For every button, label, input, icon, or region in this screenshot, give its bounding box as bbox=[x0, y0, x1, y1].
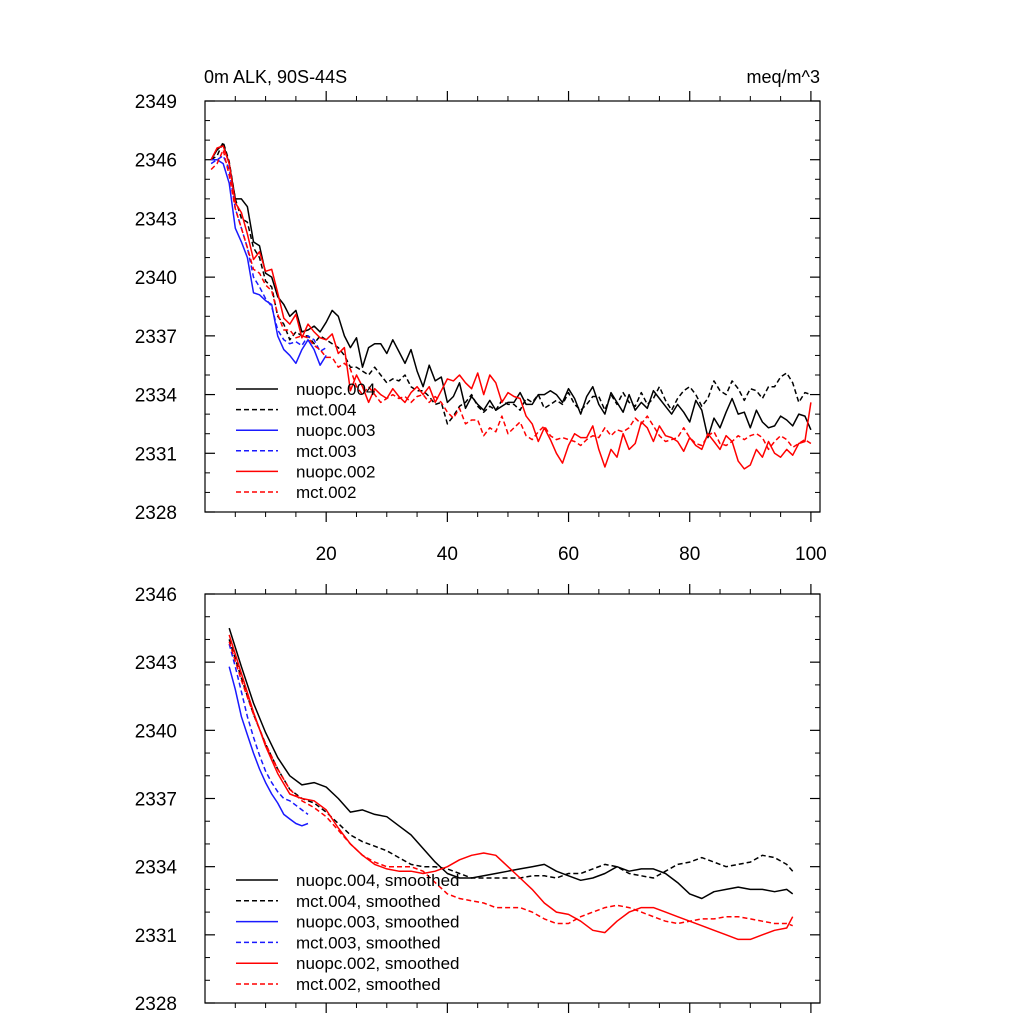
legend-label: nuopc.002, smoothed bbox=[296, 954, 460, 973]
y-tick-label: 2328 bbox=[135, 503, 177, 524]
y-tick-label: 2334 bbox=[135, 858, 178, 879]
legend-label: mct.003, smoothed bbox=[296, 933, 441, 952]
legend-label: mct.004 bbox=[296, 401, 356, 420]
y-tick-label: 2346 bbox=[135, 585, 177, 606]
series-line-mct-003 bbox=[210, 155, 327, 353]
y-tick-label: 2334 bbox=[135, 386, 178, 407]
x-tick-label: 20 bbox=[316, 544, 337, 565]
units-label: meq/m^3 bbox=[747, 67, 820, 87]
bottom-chart-panel: 2328 2331 2334 2337 2340 2343 2346 nuopc.004, s… bbox=[135, 584, 821, 1015]
x-tick-label: 40 bbox=[437, 544, 458, 565]
x-tick-label: 100 bbox=[795, 544, 827, 565]
series-line-nuopc-002-smoothed bbox=[228, 634, 794, 941]
y-tick-label: 2328 bbox=[135, 994, 177, 1015]
y-tick-label: 2337 bbox=[135, 790, 177, 811]
legend-label: nuopc.004 bbox=[296, 380, 375, 399]
y-tick-label: 2349 bbox=[135, 92, 177, 113]
y-tick-label: 2343 bbox=[135, 653, 177, 674]
legend-label: mct.004, smoothed bbox=[296, 892, 441, 911]
legend-label: mct.002, smoothed bbox=[296, 975, 441, 994]
legend-label: mct.003 bbox=[296, 442, 356, 461]
legend-label: nuopc.002 bbox=[296, 462, 375, 481]
series-line-nuopc-003 bbox=[211, 158, 327, 366]
plot-frame bbox=[204, 100, 821, 513]
series-line-nuopc-004-smoothed bbox=[228, 627, 794, 900]
legend-label: mct.002 bbox=[296, 483, 356, 502]
y-tick-label: 2331 bbox=[135, 926, 177, 947]
series-line-mct-003-smoothed bbox=[228, 643, 309, 816]
y-tick-label: 2340 bbox=[135, 268, 177, 289]
series-line-mct-002-smoothed bbox=[228, 641, 793, 927]
chart-title: 0m ALK, 90S-44S bbox=[204, 67, 347, 87]
x-tick-label: 60 bbox=[558, 544, 579, 565]
series-line-mct-004 bbox=[210, 141, 812, 425]
series-line-nuopc-003-smoothed bbox=[228, 666, 309, 827]
legend-label: nuopc.003, smoothed bbox=[296, 913, 460, 932]
top-chart-panel: 2328 2331 2334 2337 2340 2343 2346 2349 20 40 60 80… bbox=[135, 91, 827, 565]
y-tick-label: 2343 bbox=[135, 209, 177, 230]
y-tick-label: 2346 bbox=[135, 151, 177, 172]
series-line-nuopc-002 bbox=[210, 145, 812, 470]
legend-label: nuopc.003 bbox=[296, 421, 375, 440]
y-tick-label: 2337 bbox=[135, 327, 177, 348]
series-line-mct-004-smoothed bbox=[228, 639, 794, 879]
series-line-mct-002 bbox=[210, 149, 812, 451]
x-tick-label: 80 bbox=[679, 544, 700, 565]
legend-label: nuopc.004, smoothed bbox=[296, 871, 460, 890]
y-tick-label: 2331 bbox=[135, 444, 177, 465]
y-tick-label: 2340 bbox=[135, 721, 177, 742]
